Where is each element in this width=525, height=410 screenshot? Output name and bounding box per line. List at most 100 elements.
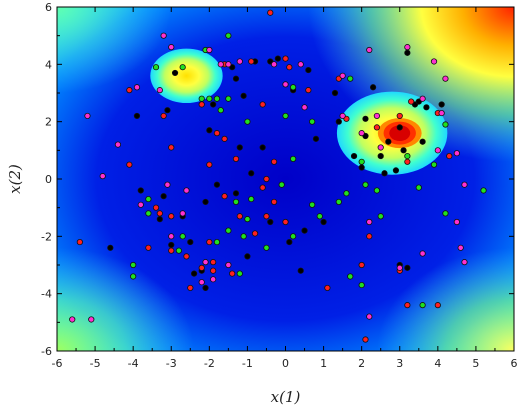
scatter-point xyxy=(278,181,285,188)
x-tick-label: 4 xyxy=(434,357,441,370)
scatter-point xyxy=(248,195,255,203)
scatter-point xyxy=(331,89,339,97)
scatter-point xyxy=(324,284,331,292)
scatter-point xyxy=(232,198,240,206)
scatter-point xyxy=(396,264,403,271)
scatter-point xyxy=(232,190,240,197)
scatter-point xyxy=(263,244,270,251)
series-3 xyxy=(69,32,468,323)
scatter-point xyxy=(335,118,342,125)
scatter-point xyxy=(213,95,221,102)
scatter-point xyxy=(434,302,441,309)
scatter-point xyxy=(133,112,141,120)
scatter-point xyxy=(225,227,232,234)
scatter-point xyxy=(244,216,251,223)
scatter-point xyxy=(282,81,289,88)
scatter-point xyxy=(213,130,221,137)
scatter-point xyxy=(438,101,445,108)
x-tick-label: 0 xyxy=(282,357,289,370)
series-0 xyxy=(107,49,445,292)
scatter-point xyxy=(206,238,213,246)
scatter-point xyxy=(259,144,266,151)
scatter-point xyxy=(408,98,415,105)
scatter-point xyxy=(232,155,240,163)
scatter-point xyxy=(179,233,186,240)
scatter-point xyxy=(270,158,278,165)
scatter-point xyxy=(366,313,373,320)
scatter-point xyxy=(221,135,228,142)
scatter-point xyxy=(168,247,175,254)
scatter-point xyxy=(396,124,403,131)
scatter-point xyxy=(164,181,171,188)
scatter-point xyxy=(366,233,373,240)
scatter-point xyxy=(145,210,152,217)
scatter-point xyxy=(453,218,460,226)
scatter-point xyxy=(400,147,407,154)
x-axis-title: x(1) xyxy=(271,388,301,406)
x-tick-label: 2 xyxy=(358,357,365,370)
scatter-point xyxy=(175,247,182,254)
scatter-point xyxy=(244,118,251,125)
scatter-point xyxy=(206,161,213,168)
series-2 xyxy=(130,32,487,309)
scatter-point xyxy=(168,241,175,249)
scatter-point xyxy=(217,107,224,114)
scatter-point xyxy=(290,155,297,163)
scatter-point xyxy=(396,112,403,120)
scatter-point xyxy=(366,46,373,54)
scatter-point xyxy=(453,150,460,157)
scatter-point xyxy=(404,302,411,309)
scatter-point xyxy=(206,127,213,134)
x-tick-label: 5 xyxy=(472,357,479,370)
scatter-point xyxy=(202,259,209,266)
scatter-point xyxy=(263,175,270,183)
scatter-point xyxy=(419,302,426,309)
scatter-point xyxy=(442,210,449,217)
scatter-point xyxy=(251,230,259,237)
scatter-point xyxy=(320,218,327,226)
data-points xyxy=(69,9,487,343)
scatter-point xyxy=(301,104,308,111)
heatmap-background xyxy=(57,7,514,351)
scatter-point xyxy=(442,121,449,128)
scatter-point xyxy=(164,107,171,114)
scatter-point xyxy=(404,49,411,56)
scatter-point xyxy=(221,193,228,200)
scatter-point xyxy=(290,233,297,240)
scatter-point xyxy=(229,270,236,277)
scatter-point xyxy=(160,32,167,39)
scatter-point xyxy=(339,72,346,79)
scatter-point xyxy=(183,187,190,194)
scatter-point xyxy=(198,101,205,108)
scatter-point xyxy=(350,152,358,160)
heatmap-corner-tr xyxy=(57,7,514,351)
scatter-point xyxy=(290,84,297,91)
scatter-point xyxy=(210,101,217,108)
scatter-point xyxy=(145,244,152,251)
scatter-point xyxy=(373,187,380,194)
scatter-point xyxy=(282,112,289,120)
scatter-point xyxy=(202,198,209,206)
scatter-point xyxy=(404,152,411,160)
y-tick-label: 4 xyxy=(45,58,52,71)
scatter-point xyxy=(297,267,304,274)
scatter-point xyxy=(377,152,384,160)
scatter-point xyxy=(187,284,194,292)
scatter-point xyxy=(248,170,255,177)
scatter-point xyxy=(236,213,243,220)
scatter-point xyxy=(316,213,323,220)
scatter-point xyxy=(404,264,411,271)
scatter-point xyxy=(240,92,247,99)
y-tick-label: -4 xyxy=(41,288,52,301)
scatter-point xyxy=(126,87,133,94)
scatter-point xyxy=(446,152,453,160)
scatter-point xyxy=(419,250,426,257)
scatter-point xyxy=(312,135,320,142)
x-tick-label: 1 xyxy=(320,357,327,370)
scatter-point xyxy=(461,259,468,266)
scatter-point xyxy=(240,233,247,240)
scatter-point xyxy=(152,64,160,71)
scatter-point xyxy=(183,253,190,260)
scatter-point xyxy=(168,144,175,151)
